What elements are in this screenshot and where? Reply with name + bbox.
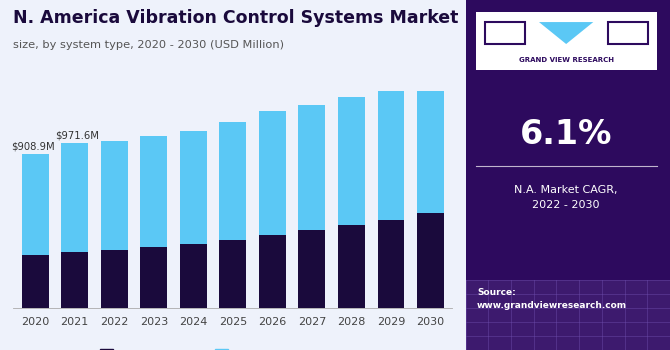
- Bar: [61, 252, 88, 308]
- Text: N. America Vibration Control Systems Market: N. America Vibration Control Systems Mar…: [13, 9, 459, 27]
- Bar: [259, 111, 286, 236]
- Bar: [338, 225, 365, 308]
- Polygon shape: [539, 22, 594, 44]
- Bar: [219, 240, 247, 308]
- Text: GRAND VIEW RESEARCH: GRAND VIEW RESEARCH: [519, 57, 614, 63]
- Bar: [180, 131, 207, 244]
- Bar: [219, 122, 247, 240]
- Bar: [338, 97, 365, 225]
- Text: 6.1%: 6.1%: [520, 118, 612, 151]
- Bar: [21, 154, 49, 256]
- Legend: Motion Control, Vibration Control: Motion Control, Vibration Control: [95, 345, 335, 350]
- Text: $908.9M: $908.9M: [11, 141, 55, 151]
- Bar: [140, 136, 168, 247]
- Bar: [21, 256, 49, 308]
- Bar: [377, 86, 405, 219]
- Bar: [298, 230, 326, 308]
- Bar: [298, 105, 326, 230]
- Bar: [140, 247, 168, 308]
- Bar: [180, 244, 207, 308]
- Text: $971.6M: $971.6M: [55, 131, 98, 141]
- Text: N.A. Market CAGR,
2022 - 2030: N.A. Market CAGR, 2022 - 2030: [515, 186, 618, 210]
- Bar: [61, 143, 88, 252]
- Bar: [485, 22, 525, 44]
- Bar: [100, 141, 128, 250]
- Text: Source:
www.grandviewresearch.com: Source: www.grandviewresearch.com: [477, 288, 627, 310]
- Bar: [100, 250, 128, 308]
- Bar: [608, 22, 648, 44]
- Bar: [417, 214, 444, 308]
- Text: size, by system type, 2020 - 2030 (USD Million): size, by system type, 2020 - 2030 (USD M…: [13, 40, 284, 50]
- Bar: [259, 236, 286, 308]
- Bar: [377, 219, 405, 308]
- Bar: [417, 72, 444, 214]
